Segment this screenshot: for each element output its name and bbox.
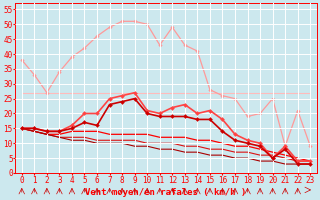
- X-axis label: Vent moyen/en rafales ( km/h ): Vent moyen/en rafales ( km/h ): [85, 188, 247, 197]
